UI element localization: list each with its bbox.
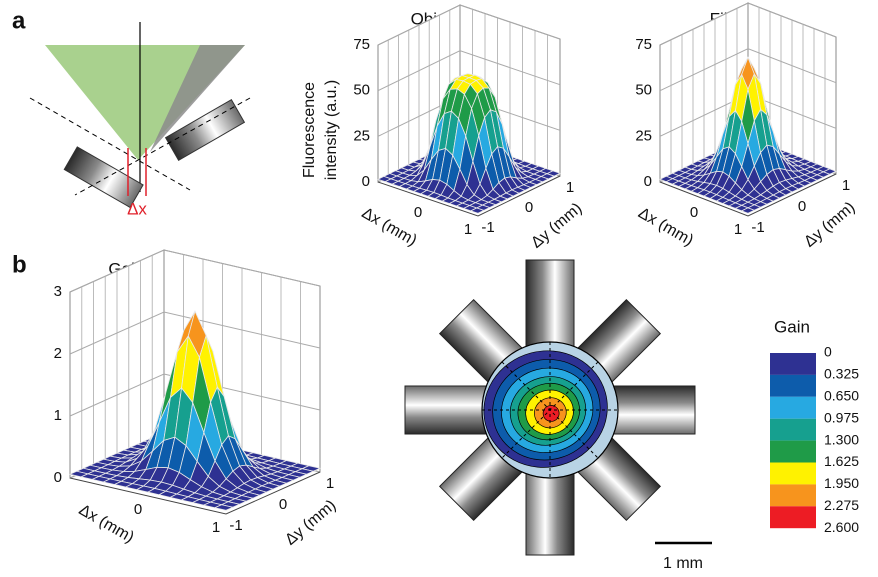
optics-diagram: Δx	[30, 22, 250, 218]
z-tick-label: 25	[353, 127, 370, 144]
legend-label: 0	[824, 344, 832, 360]
figure: a b Δx Fluorescence intensity (a.u.) Obj…	[0, 0, 878, 577]
z-tick-label: 2	[54, 345, 62, 362]
x-tick-label: 1	[212, 519, 220, 536]
z-axis-label: Fluorescence	[301, 82, 318, 178]
x-axis-label: Δx (mm)	[76, 501, 137, 546]
legend-label: 0.325	[824, 366, 859, 382]
legend-label: 1.300	[824, 431, 859, 447]
legend-swatch	[770, 419, 816, 441]
y-tick-label: 1	[566, 179, 574, 196]
z-tick-label: 0	[644, 173, 652, 190]
panel-label: a	[12, 7, 26, 34]
legend-label: 1.625	[824, 453, 859, 469]
legend-title: Gain	[774, 317, 810, 336]
page: a b Δx Fluorescence intensity (a.u.) Obj…	[0, 0, 878, 577]
z-tick-label: 3	[54, 283, 62, 300]
y-tick-label: -1	[481, 219, 494, 236]
y-tick-label: 1	[326, 475, 334, 492]
y-tick-label: -1	[751, 219, 764, 236]
z-tick-label: 75	[353, 36, 370, 53]
cross-section	[405, 260, 695, 555]
y-tick-label: 0	[525, 199, 533, 216]
y-axis-label: Δy (mm)	[528, 200, 585, 252]
surface-plot: 0 25 50 75 0 1 -1 0 1 Δx (mm) Δy (mm)	[635, 3, 858, 251]
legend-swatch	[770, 484, 816, 506]
x-tick-label: 0	[414, 204, 422, 221]
surface-plot: 0 25 50 75 0 1 -1 0 1 Δx (mm) Δy (mm)	[353, 5, 585, 252]
z-tick-label: 75	[635, 36, 652, 53]
z-tick-label: 50	[353, 82, 370, 99]
z-tick-label: 0	[54, 469, 62, 486]
z-tick-label: 0	[362, 173, 370, 190]
x-tick-label: 1	[734, 221, 742, 238]
z-tick-label: 1	[54, 407, 62, 424]
x-axis-label: Δx (mm)	[359, 205, 420, 250]
x-tick-label: 0	[690, 204, 698, 221]
fiber-body	[64, 147, 143, 208]
y-tick-label: 0	[279, 496, 287, 513]
legend-swatch	[770, 441, 816, 463]
legend-swatch	[770, 506, 816, 528]
z-tick-label: 50	[635, 82, 652, 99]
offset-label: Δx	[127, 199, 147, 218]
x-axis-label: Δx (mm)	[635, 205, 696, 250]
panel-label: b	[12, 251, 27, 278]
legend-label: 0.975	[824, 409, 859, 425]
z-axis-label: intensity (a.u.)	[323, 80, 340, 180]
legend-swatch	[770, 397, 816, 419]
legend-label: 2.600	[824, 519, 859, 535]
y-tick-label: 0	[798, 198, 806, 215]
legend-label: 1.950	[824, 475, 859, 491]
y-tick-label: 1	[842, 177, 850, 194]
y-tick-label: -1	[229, 517, 242, 534]
fiber	[64, 147, 143, 208]
legend-swatch	[770, 463, 816, 485]
legend-swatch	[770, 353, 816, 375]
legend-label: 0.650	[824, 388, 859, 404]
legend-swatch	[770, 375, 816, 397]
x-tick-label: 0	[134, 501, 142, 518]
surface-plot: 0 1 2 3 0 1 -1 0 1 Δx (mm) Δy (mm)	[54, 250, 340, 549]
y-axis-label: Δy (mm)	[282, 497, 339, 549]
y-axis-label: Δy (mm)	[801, 199, 858, 251]
z-tick-label: 25	[635, 127, 652, 144]
legend-label: 2.275	[824, 497, 859, 513]
scale-bar-label: 1 mm	[663, 555, 703, 572]
x-tick-label: 1	[464, 221, 472, 238]
